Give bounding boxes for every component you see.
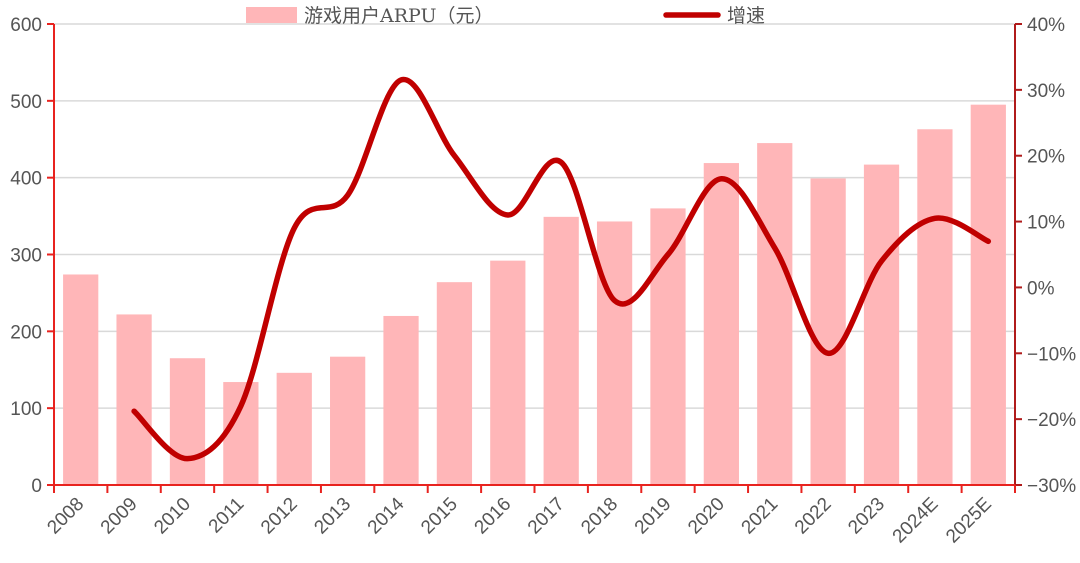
right-axis-tick-label: 10% xyxy=(1027,213,1065,234)
right-axis-tick-label: 30% xyxy=(1027,81,1065,102)
right-axis-tick-label: −10% xyxy=(1027,344,1076,365)
arpu-bars xyxy=(63,104,1006,486)
left-axis-tick-label: 200 xyxy=(10,322,42,343)
bar-2020 xyxy=(703,163,739,485)
x-axis-tick-label: 2015 xyxy=(417,494,462,539)
bar-2010 xyxy=(169,358,206,485)
x-axis-tick-label: 2010 xyxy=(150,494,195,539)
bar-2016 xyxy=(490,260,526,485)
bar-2023 xyxy=(863,164,900,486)
bar-2025E xyxy=(970,104,1006,486)
right-axis-tick-label: 40% xyxy=(1027,15,1065,36)
legend-bar-swatch xyxy=(246,7,297,23)
growth-line xyxy=(131,77,992,462)
x-axis-tick-label: 2008 xyxy=(43,494,88,539)
right-axis-tick-label: 20% xyxy=(1027,147,1065,168)
left-axis-tick-label: 400 xyxy=(10,169,42,190)
left-axis-tick-label: 600 xyxy=(10,15,42,36)
bar-2014 xyxy=(383,315,419,485)
x-axis-tick-label: 2012 xyxy=(257,494,302,539)
right-axis-tick-label: −20% xyxy=(1027,410,1076,431)
bar-2019 xyxy=(650,208,686,485)
x-axis-tick-label: 2021 xyxy=(738,494,783,539)
x-axis-tick-label: 2018 xyxy=(577,494,622,539)
x-axis-labels: 2008 2009 2010 2011 2012 2013 2014 2015 2016 2017… xyxy=(43,493,995,547)
left-axis-tick-label: 100 xyxy=(10,399,42,420)
legend: 游戏用户ARPU（元） 增速 xyxy=(246,5,765,27)
bar-2012 xyxy=(276,372,312,485)
legend-line-label: 增速 xyxy=(727,5,765,27)
x-axis-tick-label: 2009 xyxy=(97,494,142,539)
x-axis-tick-label: 2024E xyxy=(889,494,943,548)
x-axis-tick-label: 2011 xyxy=(205,494,249,538)
left-axis-tick-label: 300 xyxy=(10,246,42,267)
x-axis-tick-label: 2013 xyxy=(310,494,355,539)
bar-2018 xyxy=(596,221,633,485)
right-axis-tick-label: −30% xyxy=(1027,476,1076,497)
right-axis-tick-label: 0% xyxy=(1027,278,1055,299)
bar-2022 xyxy=(810,178,846,485)
bar-2009 xyxy=(116,314,152,485)
x-axis-tick-label: 2022 xyxy=(791,494,836,539)
x-axis-tick-label: 2016 xyxy=(471,494,516,539)
x-axis-tick-label: 2020 xyxy=(684,494,729,539)
axes: 0 100 200 300 400 500 600 −30% −20% −10% 0% 10% 20% 3… xyxy=(10,15,1076,497)
bar-2021 xyxy=(757,143,793,485)
bar-2024E xyxy=(917,129,953,486)
bar-2015 xyxy=(436,282,473,485)
x-axis-tick-label: 2014 xyxy=(364,493,409,538)
bar-2013 xyxy=(330,356,366,485)
x-axis-tick-label: 2019 xyxy=(631,494,676,539)
gridlines xyxy=(54,23,1015,409)
x-axis-tick-label: 2017 xyxy=(524,494,569,539)
legend-bar-label: 游戏用户ARPU（元） xyxy=(304,5,494,27)
left-axis-tick-label: 0 xyxy=(31,476,42,497)
x-axis-tick-label: 2023 xyxy=(844,494,889,539)
bar-2008 xyxy=(63,274,99,485)
bar-2017 xyxy=(543,216,579,485)
x-axis-tick-label: 2025E xyxy=(942,494,996,548)
left-axis-tick-label: 500 xyxy=(10,92,42,113)
